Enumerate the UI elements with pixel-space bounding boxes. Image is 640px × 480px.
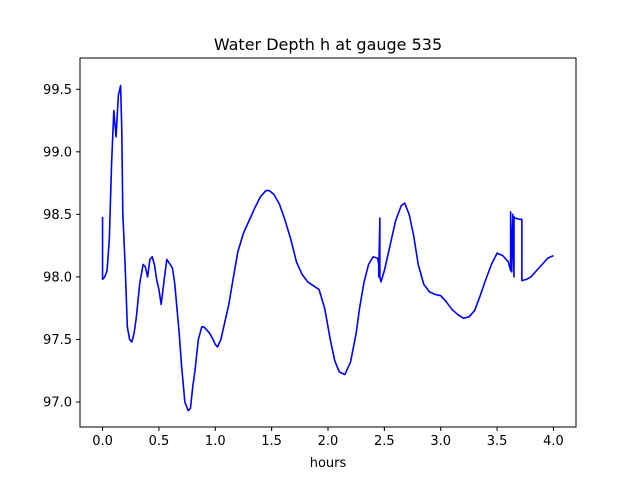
x-tick-label: 4.0 [543, 434, 564, 449]
y-tick-label: 98.0 [43, 270, 72, 285]
x-tick-label: 1.5 [261, 434, 282, 449]
y-tick-label: 97.0 [43, 395, 72, 410]
x-axis-label: hours [310, 456, 347, 471]
plot-layer [101, 84, 554, 412]
series-line-0 [101, 84, 554, 412]
x-tick-label: 2.0 [318, 434, 339, 449]
y-tick-label: 99.0 [43, 145, 72, 160]
chart-title: Water Depth h at gauge 535 [214, 35, 442, 54]
x-axis-ticks: 0.0 0.5 1.0 1.5 2.0 2.5 3.0 3.5 4.0 [92, 427, 564, 449]
y-tick-label: 99.5 [43, 83, 72, 98]
y-axis-ticks: 97.0 97.5 98.0 98.5 99.0 99.5 [43, 83, 80, 410]
x-tick-label: 2.5 [374, 434, 395, 449]
x-tick-label: 1.0 [205, 434, 226, 449]
x-tick-label: 3.5 [487, 434, 508, 449]
x-tick-label: 3.0 [430, 434, 451, 449]
x-tick-label: 0.0 [92, 434, 113, 449]
x-tick-label: 0.5 [149, 434, 170, 449]
y-tick-label: 98.5 [43, 208, 72, 223]
y-tick-label: 97.5 [43, 333, 72, 348]
